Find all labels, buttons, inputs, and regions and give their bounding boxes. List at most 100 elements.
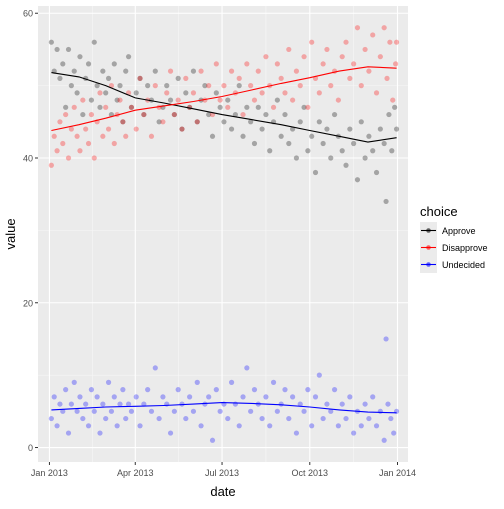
- y-tick-label: 40: [23, 154, 33, 164]
- approve-point: [259, 126, 265, 132]
- approve-point: [354, 177, 361, 183]
- undecided-point: [133, 394, 139, 400]
- disapprove-point: [324, 46, 330, 53]
- undecided-point: [148, 408, 155, 414]
- disapprove-point: [85, 140, 92, 147]
- undecided-point: [117, 401, 123, 407]
- approve-point: [105, 75, 112, 81]
- undecided-point: [137, 423, 143, 429]
- undecided-point: [240, 394, 246, 400]
- undecided-point: [309, 423, 315, 429]
- approve-point: [328, 155, 334, 161]
- disapprove-point: [100, 133, 106, 139]
- approve-point: [377, 126, 383, 132]
- approve-point: [123, 68, 129, 74]
- disapprove-point: [270, 104, 277, 110]
- legend-title: choice: [420, 204, 458, 219]
- disapprove-point: [123, 133, 129, 139]
- undecided-point: [339, 401, 345, 407]
- disapprove-point: [57, 119, 63, 125]
- undecided-point: [175, 387, 181, 393]
- legend-dot-approve: [426, 228, 431, 233]
- undecided-point: [331, 387, 338, 393]
- undecided-point: [259, 415, 265, 422]
- approve-point: [206, 111, 212, 118]
- approve-point: [141, 111, 147, 118]
- undecided-point: [320, 415, 326, 422]
- disapprove-point: [164, 90, 170, 96]
- plot-background: [38, 6, 408, 462]
- disapprove-point: [393, 61, 399, 67]
- disapprove-point: [278, 75, 284, 81]
- approve-point: [125, 54, 132, 60]
- legend-dot-undecided: [426, 262, 431, 267]
- undecided-point: [305, 387, 311, 393]
- approve-point: [120, 119, 126, 125]
- undecided-point: [120, 387, 126, 393]
- undecided-point: [103, 415, 109, 422]
- approve-point: [179, 126, 185, 132]
- undecided-point: [171, 408, 177, 414]
- undecided-point: [57, 401, 63, 407]
- approve-point: [77, 54, 83, 60]
- data-points: [48, 25, 400, 443]
- approve-point: [312, 169, 319, 176]
- approve-point: [217, 104, 223, 110]
- undecided-point: [213, 387, 219, 393]
- disapprove-point: [240, 111, 246, 118]
- disapprove-point: [117, 97, 123, 103]
- disapprove-point: [77, 148, 83, 154]
- undecided-point: [366, 415, 372, 422]
- undecided-point: [263, 394, 269, 400]
- approve-point: [347, 126, 353, 132]
- grid: [38, 6, 408, 462]
- undecided-point: [160, 394, 166, 400]
- approve-point: [202, 83, 208, 89]
- smooth-lines: [51, 66, 397, 414]
- disapprove-point: [88, 111, 95, 118]
- disapprove-point: [148, 133, 155, 139]
- approve-point: [80, 111, 86, 118]
- disapprove-point: [263, 54, 269, 60]
- legend: choice Approve Disapprove Undecided: [420, 204, 488, 273]
- disapprove-point: [194, 119, 200, 125]
- undecided-point: [60, 408, 66, 414]
- disapprove-point: [221, 83, 227, 89]
- undecided-point: [383, 336, 389, 342]
- undecided-point: [228, 379, 235, 385]
- approve-point: [171, 111, 177, 118]
- approve-point: [228, 126, 235, 132]
- disapprove-point: [228, 68, 235, 74]
- undecided-point: [77, 394, 83, 400]
- approve-point: [301, 104, 307, 110]
- disapprove-point: [305, 104, 311, 110]
- undecided-point: [187, 394, 193, 400]
- disapprove-point: [103, 104, 109, 110]
- approve-point: [370, 148, 376, 154]
- disapprove-point: [328, 83, 334, 89]
- undecided-point: [351, 430, 357, 436]
- approve-point: [358, 119, 364, 125]
- approve-point: [190, 68, 197, 74]
- undecided-point: [328, 408, 334, 414]
- undecided-point: [290, 394, 296, 400]
- undecided-point: [108, 408, 115, 414]
- disapprove-point: [393, 39, 400, 45]
- disapprove-point: [390, 97, 396, 103]
- undecided-point: [152, 365, 158, 371]
- disapprove-point: [51, 133, 57, 139]
- approve-point: [91, 39, 97, 45]
- approve-point: [305, 148, 311, 154]
- x-tick-label: Jul 2013: [205, 468, 239, 478]
- approve-point: [54, 46, 60, 53]
- y-axis: 0 20 40 60: [23, 9, 38, 453]
- disapprove-point: [133, 126, 139, 132]
- approve-point: [117, 83, 123, 89]
- disapprove-point: [309, 39, 315, 45]
- x-tick-label: Jan 2013: [31, 468, 68, 478]
- disapprove-point: [141, 111, 147, 118]
- approve-point: [339, 148, 345, 154]
- approve-point: [278, 133, 284, 139]
- undecided-point: [145, 387, 151, 393]
